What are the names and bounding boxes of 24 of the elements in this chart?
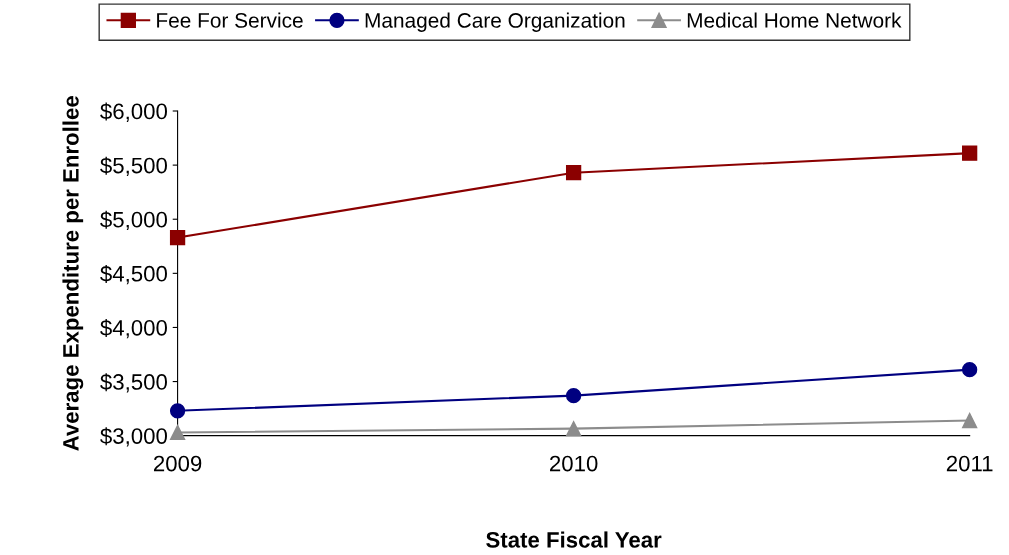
point xyxy=(565,165,582,181)
x-tick-label: 2010 xyxy=(550,455,598,472)
point xyxy=(962,412,978,429)
x-tick-label: 2009 xyxy=(153,455,202,472)
y-tick-label: $4,000 xyxy=(100,319,167,339)
point xyxy=(169,229,186,246)
point xyxy=(565,387,582,404)
point xyxy=(565,421,582,437)
y-tick-label: $3,000 xyxy=(100,427,167,447)
y-tick-label: $3,500 xyxy=(100,373,167,393)
y-tick-label: $6,000 xyxy=(100,102,167,122)
point xyxy=(962,362,978,378)
legend-label: Medical Home Network xyxy=(687,12,902,28)
x-tick-label: 2011 xyxy=(946,455,993,472)
y-axis-title: Average Expenditure per Enrollee xyxy=(62,96,84,451)
point xyxy=(169,424,186,441)
y-tick-label: $4,500 xyxy=(100,264,167,285)
legend-label: Managed Care Organization xyxy=(365,12,625,32)
y-tick-label: $5,500 xyxy=(100,156,167,177)
legend-label: Fee For Service xyxy=(157,12,303,28)
point xyxy=(962,145,978,161)
x-axis-title: State Fiscal Year xyxy=(486,531,662,548)
point xyxy=(169,403,186,419)
y-tick-label: $5,000 xyxy=(100,210,167,231)
